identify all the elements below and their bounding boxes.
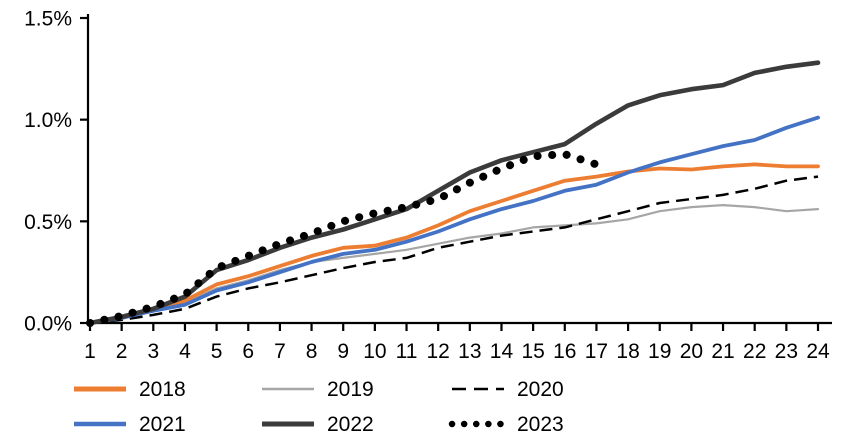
legend-item-2020: 2020 (448, 374, 708, 404)
series-line-2021 (88, 115, 820, 325)
legend-item-2023: 2023 (448, 409, 708, 439)
x-tick-label: 16 (553, 340, 576, 363)
x-tick-label: 23 (775, 340, 798, 363)
series-line-2020 (89, 175, 819, 325)
y-tick-label: 0.0% (24, 313, 72, 336)
x-tick-label: 5 (211, 340, 223, 363)
x-tick-label: 22 (743, 340, 766, 363)
legend-label-2023: 2023 (517, 412, 564, 436)
y-tick-label: 1.0% (24, 109, 72, 132)
legend-item-2022: 2022 (258, 409, 448, 439)
chart-legend: 2018 2019 2020 2021 2022 2023 (70, 374, 852, 439)
legend-label-2022: 2022 (327, 412, 374, 436)
legend-item-2019: 2019 (258, 374, 448, 404)
x-tick-label: 11 (396, 340, 418, 363)
legend-swatch-2022 (262, 421, 314, 427)
x-tick-label: 21 (711, 340, 734, 363)
x-tick-label: 19 (648, 340, 671, 363)
x-tick-label: 13 (458, 340, 481, 363)
legend-item-2018: 2018 (70, 374, 258, 404)
legend-label-2021: 2021 (139, 412, 186, 436)
y-tick-label: 1.5% (24, 8, 72, 31)
x-tick-label: 17 (585, 340, 608, 363)
x-tick-label: 12 (426, 340, 449, 363)
legend-item-2021: 2021 (70, 409, 258, 439)
x-tick-label: 10 (363, 340, 386, 363)
x-tick-label: 2 (116, 340, 128, 363)
x-tick-label: 4 (179, 340, 191, 363)
series-line-2019 (88, 204, 820, 325)
series-line-2023 (86, 150, 601, 327)
legend-label-2018: 2018 (139, 377, 186, 401)
legend-swatch-2021 (74, 421, 126, 427)
legend-label-2019: 2019 (327, 377, 374, 401)
axes (80, 14, 832, 331)
x-axis-labels: 1 2 3 4 5 6 7 8 9 10 11 12 13 14 15 16 17 18 19 20 21 22 23 24 (84, 340, 830, 363)
x-tick-label: 14 (490, 340, 514, 363)
legend-label-2020: 2020 (517, 377, 564, 401)
x-tick-label: 8 (306, 340, 318, 363)
plot-area: 0.0%0.5%1.0%1.5%1 2 3 4 5 6 7 8 9 10 11 12 13 14 15 16 1… (24, 8, 832, 363)
x-tick-label: 6 (242, 340, 254, 363)
x-tick-label: 24 (806, 340, 830, 363)
x-tick-label: 18 (616, 340, 639, 363)
x-tick-label: 9 (337, 340, 349, 363)
legend-swatch-2023 (448, 420, 508, 428)
legend-swatch-2018 (74, 386, 126, 392)
x-tick-label: 1 (84, 340, 96, 363)
series-line-2018 (88, 162, 820, 325)
x-tick-label: 20 (680, 340, 703, 363)
y-tick-label: 0.5% (24, 211, 72, 234)
legend-swatch-2019 (262, 387, 314, 391)
x-tick-label: 3 (147, 340, 159, 363)
x-tick-label: 15 (521, 340, 544, 363)
y-axis-labels: 0.0% 0.5% 1.0% 1.5% (24, 8, 72, 336)
legend-swatch-2020 (452, 387, 504, 391)
x-tick-label: 7 (274, 340, 286, 363)
